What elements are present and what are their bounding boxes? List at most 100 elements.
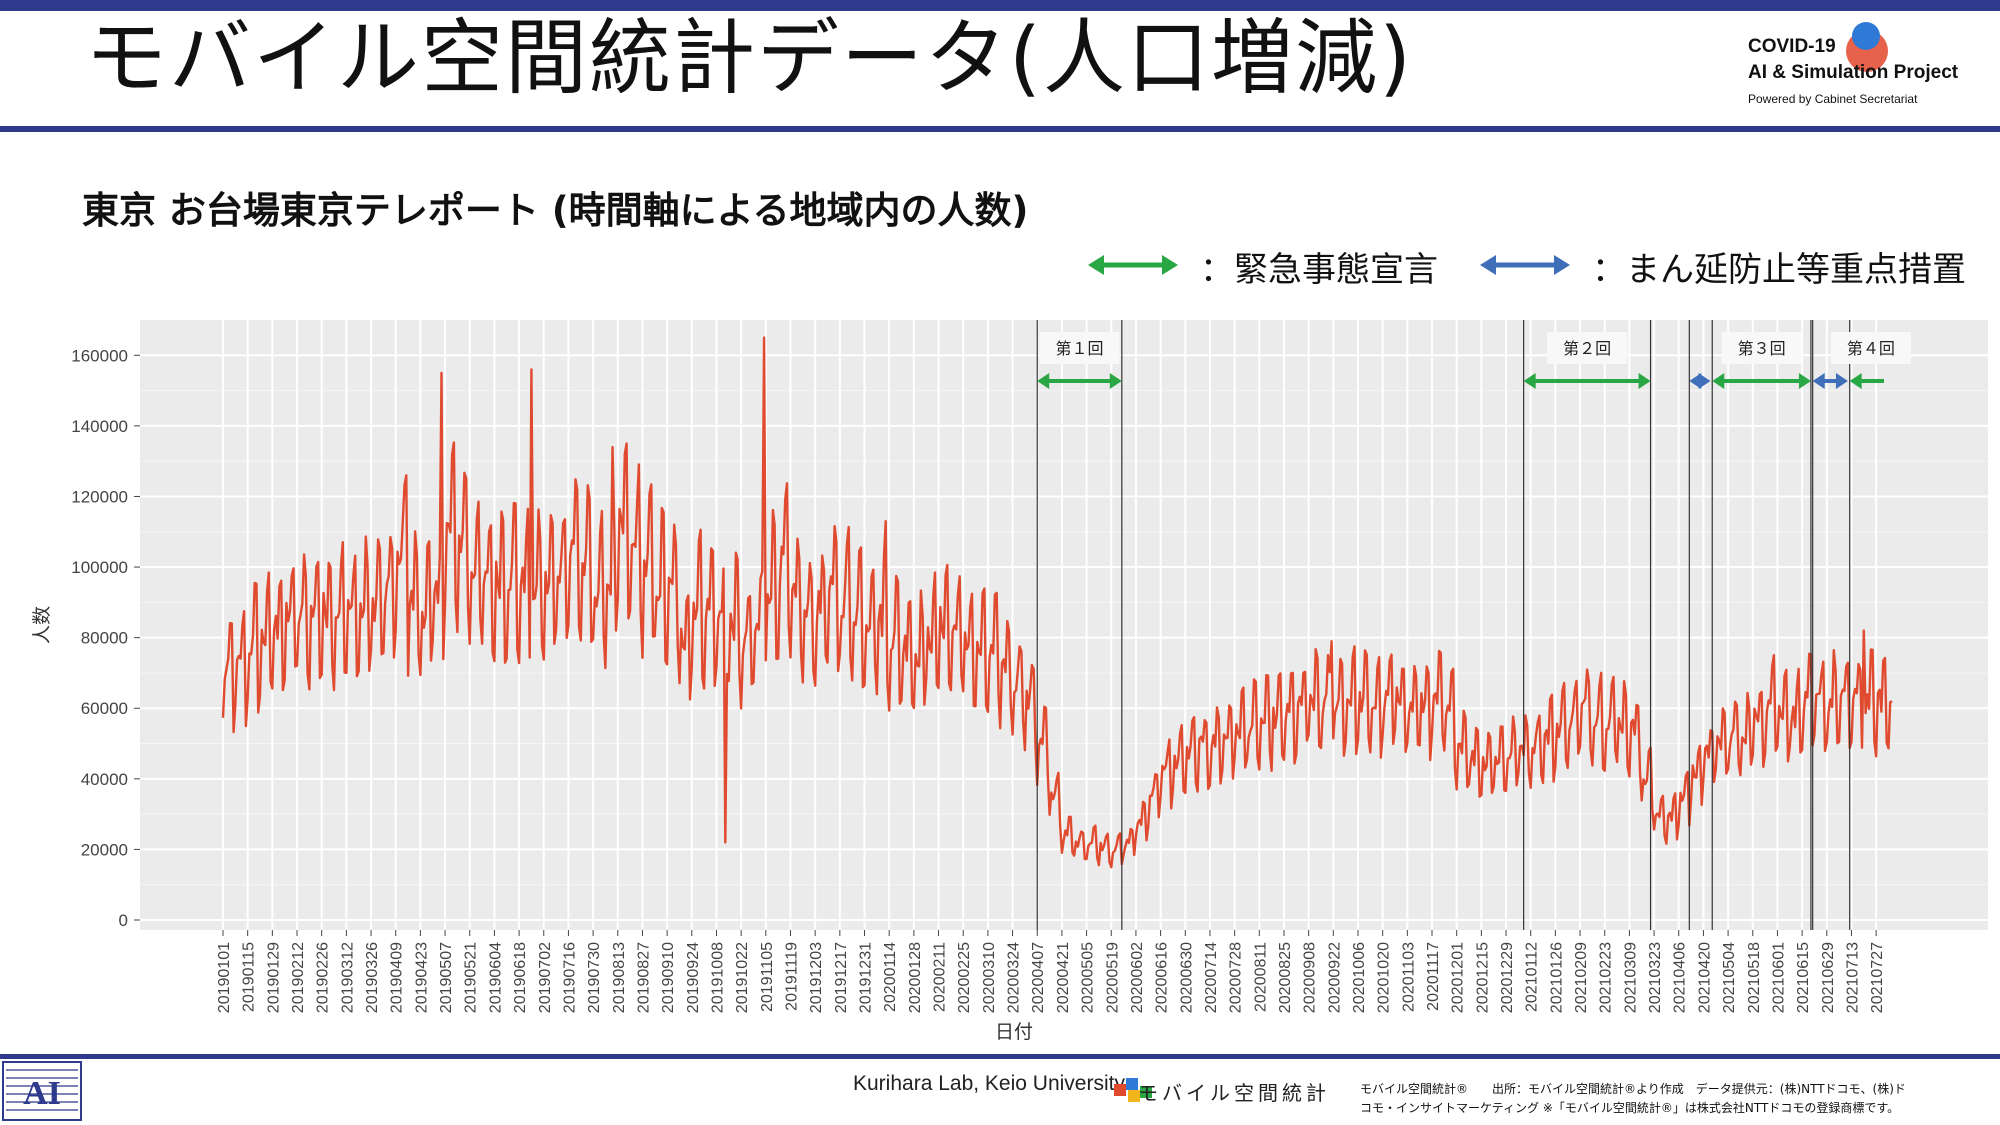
legend-emergency: ：緊急事態宣言 — [1088, 242, 1448, 290]
double-arrow-blue-icon — [1480, 255, 1570, 275]
population-series-line — [221, 336, 1893, 869]
x-tick-label: 20210209 — [1573, 942, 1590, 1013]
x-tick-label: 20210629 — [1820, 942, 1837, 1013]
period-label: 第４回 — [1847, 339, 1895, 358]
x-tick-label: 20200128 — [907, 942, 924, 1013]
x-tick-label: 20200811 — [1252, 942, 1269, 1012]
slide-title: モバイル空間統計データ(人口増減) — [85, 11, 1413, 106]
x-tick-label: 20190312 — [339, 942, 356, 1013]
x-tick-label: 20210323 — [1647, 942, 1664, 1013]
svg-text:AI: AI — [23, 1075, 61, 1112]
period-arrow-head-right — [1798, 373, 1811, 389]
x-tick-label: 20190730 — [586, 942, 603, 1013]
x-tick-label: 20200407 — [1030, 942, 1047, 1013]
footer-mobile-brand: モバイル空間統計 — [1138, 1081, 1330, 1105]
period-arrow-head-right — [1698, 373, 1711, 389]
double-arrow-green-icon — [1088, 255, 1178, 275]
x-tick-label: 20201103 — [1400, 942, 1417, 1012]
x-tick-label: 20210309 — [1622, 942, 1639, 1013]
x-tick-label: 20210223 — [1598, 942, 1615, 1013]
y-tick-label: 120000 — [71, 487, 128, 506]
period-arrow-head-left — [1523, 373, 1536, 389]
y-tick-label: 140000 — [71, 417, 128, 436]
x-tick-label: 20210406 — [1672, 942, 1689, 1013]
period-label: 第１回 — [1056, 339, 1104, 358]
x-tick-label: 20191022 — [734, 942, 751, 1013]
y-tick-label: 60000 — [81, 699, 128, 718]
x-tick-label: 20200922 — [1326, 942, 1343, 1013]
keio-lab-logo-icon: AI — [2, 1061, 82, 1121]
x-tick-label: 20201215 — [1474, 942, 1491, 1013]
x-tick-label: 20200114 — [882, 942, 899, 1012]
period-label-box — [1039, 332, 1120, 364]
footer-lab-name: Kurihara Lab, Keio University — [853, 1072, 1125, 1095]
x-tick-label: 20190702 — [537, 942, 554, 1013]
x-tick-label: 20201020 — [1376, 942, 1393, 1013]
project-logo: COVID-19 AI & Simulation Project Powered… — [1748, 22, 1988, 122]
y-tick-label: 100000 — [71, 558, 128, 577]
x-tick-label: 20190226 — [315, 942, 332, 1013]
legend-emergency-label: ：緊急事態宣言 — [1200, 250, 1438, 290]
period-arrow-head-left — [1712, 373, 1725, 389]
logo-subtitle: Powered by Cabinet Secretariat — [1748, 92, 1918, 106]
x-tick-label: 20210727 — [1869, 942, 1886, 1013]
period-arrow-head-right — [1638, 373, 1651, 389]
period-arrow-head-left — [1689, 373, 1702, 389]
x-tick-label: 20201006 — [1351, 942, 1368, 1013]
x-tick-label: 20190604 — [487, 942, 504, 1013]
footer-source-note-line2: コモ・インサイトマーケティング ※「モバイル空間統計®」は株式会社NTTドコモの… — [1360, 1101, 1900, 1115]
x-tick-label: 20200310 — [981, 942, 998, 1013]
y-tick-label: 0 — [119, 911, 128, 930]
logo-title-line2: AI & Simulation Project — [1748, 62, 1959, 83]
top-accent-bar — [0, 0, 2000, 11]
population-line-chart: 0 20000 40000 60000 80000 100000 120000 140000 1… — [31, 320, 1988, 1043]
period-arrow-head-right — [1109, 373, 1122, 389]
x-tick-label: 20210615 — [1795, 942, 1812, 1013]
x-tick-label: 20190115 — [241, 942, 258, 1012]
x-tick-label: 20191008 — [709, 942, 726, 1013]
y-tick-label: 80000 — [81, 629, 128, 648]
x-tick-label: 20210420 — [1696, 942, 1713, 1013]
x-tick-label: 20190129 — [265, 942, 282, 1013]
x-tick-label: 20191119 — [783, 942, 800, 1011]
x-tick-label: 20190409 — [389, 942, 406, 1013]
x-tick-label: 20200728 — [1228, 942, 1245, 1013]
x-tick-label: 20190326 — [364, 942, 381, 1013]
x-tick-label: 20190618 — [512, 942, 529, 1013]
title-underline-bar — [0, 126, 2000, 132]
x-tick-label: 20191203 — [808, 942, 825, 1013]
x-tick-label: 20201117 — [1425, 942, 1442, 1011]
x-tick-label: 20190910 — [660, 942, 677, 1013]
period-arrow-head-left — [1037, 373, 1050, 389]
x-tick-label: 20190813 — [611, 942, 628, 1013]
x-tick-label: 20190507 — [438, 942, 455, 1013]
logo-title-line1: COVID-19 — [1748, 36, 1836, 57]
x-tick-label: 20190521 — [463, 942, 480, 1013]
legend-semi-label: ：まん延防止等重点措置 — [1592, 250, 1966, 290]
x-tick-label: 20200211 — [932, 942, 949, 1012]
x-tick-label: 20191105 — [759, 942, 776, 1012]
period-arrow-head-left — [1812, 373, 1825, 389]
x-tick-label: 20190212 — [290, 942, 307, 1013]
x-tick-label: 20200519 — [1104, 942, 1121, 1013]
x-tick-label: 20201201 — [1450, 942, 1467, 1013]
footer-source-note-line1: モバイル空間統計® 出所：モバイル空間統計®より作成 データ提供元：(株)NTT… — [1360, 1082, 1906, 1096]
period-label-box — [1547, 332, 1628, 364]
x-tick-label: 20200421 — [1055, 942, 1072, 1013]
x-tick-label: 20191217 — [833, 942, 850, 1013]
mobile-stats-cubes-icon — [1114, 1078, 1152, 1102]
plot-background — [140, 320, 1988, 930]
x-tick-label: 20200630 — [1178, 942, 1195, 1013]
legend-semi: ：まん延防止等重点措置 — [1480, 242, 1980, 290]
period-arrow-head-left — [1849, 373, 1862, 389]
y-tick-label: 160000 — [71, 346, 128, 365]
x-tick-label: 20190101 — [216, 942, 233, 1013]
period-label: 第２回 — [1563, 339, 1611, 358]
x-tick-label: 20210504 — [1721, 942, 1738, 1013]
x-tick-label: 20210601 — [1770, 942, 1787, 1013]
period-label: 第３回 — [1738, 339, 1786, 358]
y-tick-label: 20000 — [81, 840, 128, 859]
period-arrow-head-right — [1835, 373, 1848, 389]
x-tick-label: 20190924 — [685, 942, 702, 1013]
x-tick-label: 20201229 — [1499, 942, 1516, 1013]
